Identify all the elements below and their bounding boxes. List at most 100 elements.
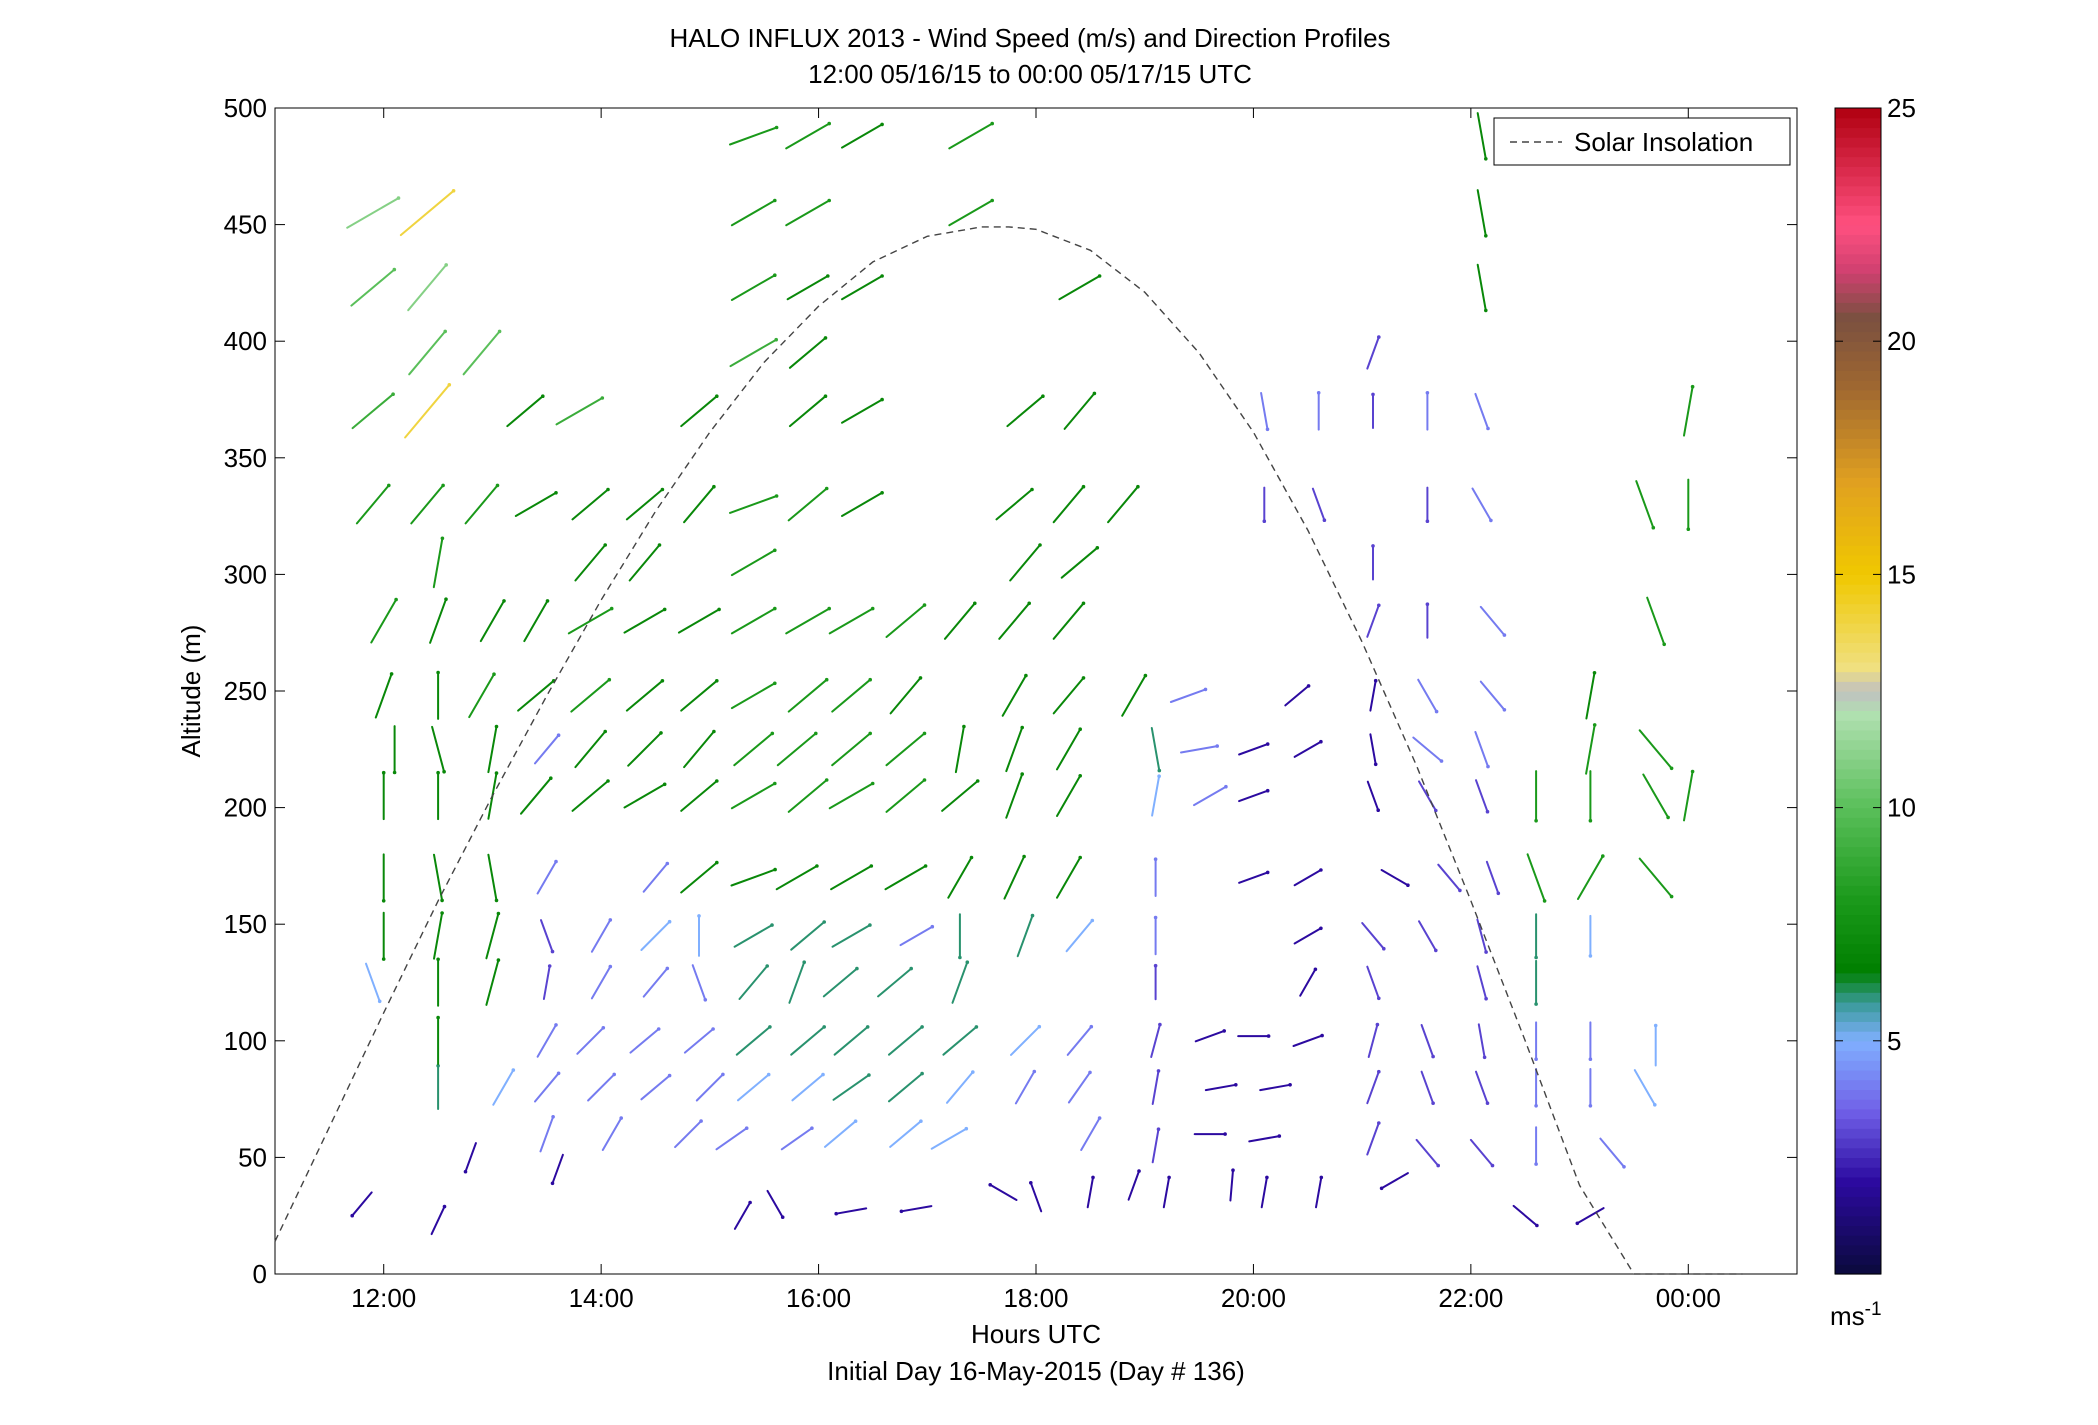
colorbar-segment xyxy=(1835,1040,1881,1052)
footer-initial-day: Initial Day 16-May-2015 (Day # 136) xyxy=(827,1356,1245,1386)
wind-barb xyxy=(1311,487,1327,522)
wind-barb-tip xyxy=(350,1213,355,1218)
wind-barb-tip xyxy=(1234,1083,1238,1087)
colorbar-segment xyxy=(1835,156,1881,167)
y-tick-label: 400 xyxy=(224,326,267,356)
wind-barb-shaft xyxy=(775,865,818,891)
wind-barb xyxy=(590,918,613,953)
wind-barb xyxy=(788,960,806,1004)
wind-barb xyxy=(787,677,829,713)
wind-barb xyxy=(539,1115,555,1153)
colorbar-segment xyxy=(1835,457,1881,469)
wind-barb xyxy=(1585,671,1597,720)
wind-barb xyxy=(730,606,777,635)
wind-barb xyxy=(730,548,777,577)
wind-barb-shaft xyxy=(374,672,393,719)
wind-barb xyxy=(733,923,774,948)
wind-barb-tip xyxy=(1316,391,1321,395)
wind-barb-tip xyxy=(1265,742,1270,746)
wind-barb xyxy=(730,867,777,887)
colorbar-segment xyxy=(1835,700,1881,712)
wind-barb-tip xyxy=(1534,955,1538,960)
wind-barb-tip xyxy=(440,536,445,541)
wind-barb-shaft xyxy=(576,1026,605,1055)
colorbar-segment xyxy=(1835,914,1881,925)
wind-barb xyxy=(1127,1169,1141,1201)
wind-barb xyxy=(1425,602,1430,639)
wind-barb-shaft xyxy=(729,126,778,146)
wind-barb-tip xyxy=(606,779,610,783)
wind-barb-shaft xyxy=(1060,546,1099,579)
wind-barb-shaft xyxy=(841,491,884,517)
wind-barb-tip xyxy=(1588,1057,1593,1061)
wind-barb xyxy=(730,681,777,710)
wind-barb-shaft xyxy=(407,263,448,312)
wind-barb-tip xyxy=(974,1025,979,1029)
colorbar-segment xyxy=(1835,1001,1881,1013)
wind-barb-tip xyxy=(1669,894,1674,899)
wind-barb xyxy=(1260,1175,1269,1209)
wind-barb-tip xyxy=(549,776,553,780)
wind-barb xyxy=(1646,596,1666,647)
wind-barb-tip xyxy=(712,729,716,734)
y-axis-label: Altitude (m) xyxy=(176,625,206,758)
wind-barb-shaft xyxy=(517,679,555,712)
wind-barb-shaft xyxy=(570,678,611,713)
colorbar-segment xyxy=(1835,554,1881,566)
wind-barb-tip xyxy=(436,1064,440,1068)
wind-barb-shaft xyxy=(885,604,926,638)
wind-barb xyxy=(691,964,708,1002)
colorbar-segment xyxy=(1835,535,1881,546)
colorbar-segment xyxy=(1835,778,1881,789)
colorbar-tick-label: 20 xyxy=(1887,326,1916,356)
wind-barb-shaft xyxy=(590,965,612,1000)
wind-barb xyxy=(1653,1023,1658,1067)
wind-barb xyxy=(951,960,970,1004)
wind-barb-shaft xyxy=(930,1127,968,1150)
wind-barb-shaft xyxy=(1638,729,1673,770)
wind-barb-shaft xyxy=(730,868,777,887)
colorbar-segment xyxy=(1835,176,1881,187)
wind-barb xyxy=(841,397,884,424)
wind-barb-tip xyxy=(609,606,614,611)
wind-barb xyxy=(1425,391,1430,431)
wind-barb-tip xyxy=(1319,739,1323,744)
wind-barb-shaft xyxy=(1001,674,1027,717)
colorbar-segment xyxy=(1835,1118,1881,1129)
wind-barb-tip xyxy=(619,1116,623,1120)
wind-barb-tip xyxy=(909,966,913,971)
wind-barb xyxy=(1476,965,1488,1001)
wind-barb-tip xyxy=(1078,774,1082,778)
wind-barb xyxy=(1476,112,1488,161)
wind-barb-tip xyxy=(1153,963,1158,968)
colorbar-segment xyxy=(1835,1128,1881,1139)
wind-barb xyxy=(1369,733,1378,767)
wind-barb-shaft xyxy=(1005,726,1024,773)
wind-barb xyxy=(1588,1021,1593,1061)
wind-barb-tip xyxy=(1542,899,1547,903)
colorbar-segment xyxy=(1835,224,1881,235)
wind-barb-shaft xyxy=(1067,1071,1091,1104)
wind-barb-tip xyxy=(391,392,395,397)
wind-barb xyxy=(1635,480,1656,530)
wind-barb-tip xyxy=(1377,335,1381,339)
wind-barb xyxy=(776,731,818,767)
wind-barb-shaft xyxy=(948,122,994,150)
wind-barb-shaft xyxy=(995,488,1033,521)
wind-barb-tip xyxy=(1484,234,1488,238)
wind-barb-tip xyxy=(1425,519,1430,523)
wind-barb-tip xyxy=(1038,543,1042,547)
wind-barb-tip xyxy=(1266,1034,1271,1038)
wind-barb-shaft xyxy=(1485,860,1500,895)
wind-barb-tip xyxy=(436,770,440,775)
wind-barb xyxy=(629,1027,661,1054)
wind-barb-tip xyxy=(1262,519,1267,523)
colorbar-segment xyxy=(1835,545,1881,556)
wind-barb-shaft xyxy=(468,673,495,719)
wind-barb-shaft xyxy=(1311,487,1326,522)
wind-barb-tip xyxy=(773,273,777,278)
wind-barb-tip xyxy=(440,898,444,903)
wind-barb xyxy=(730,198,777,227)
colorbar-segment xyxy=(1835,865,1881,877)
wind-barb-tip xyxy=(396,196,401,200)
